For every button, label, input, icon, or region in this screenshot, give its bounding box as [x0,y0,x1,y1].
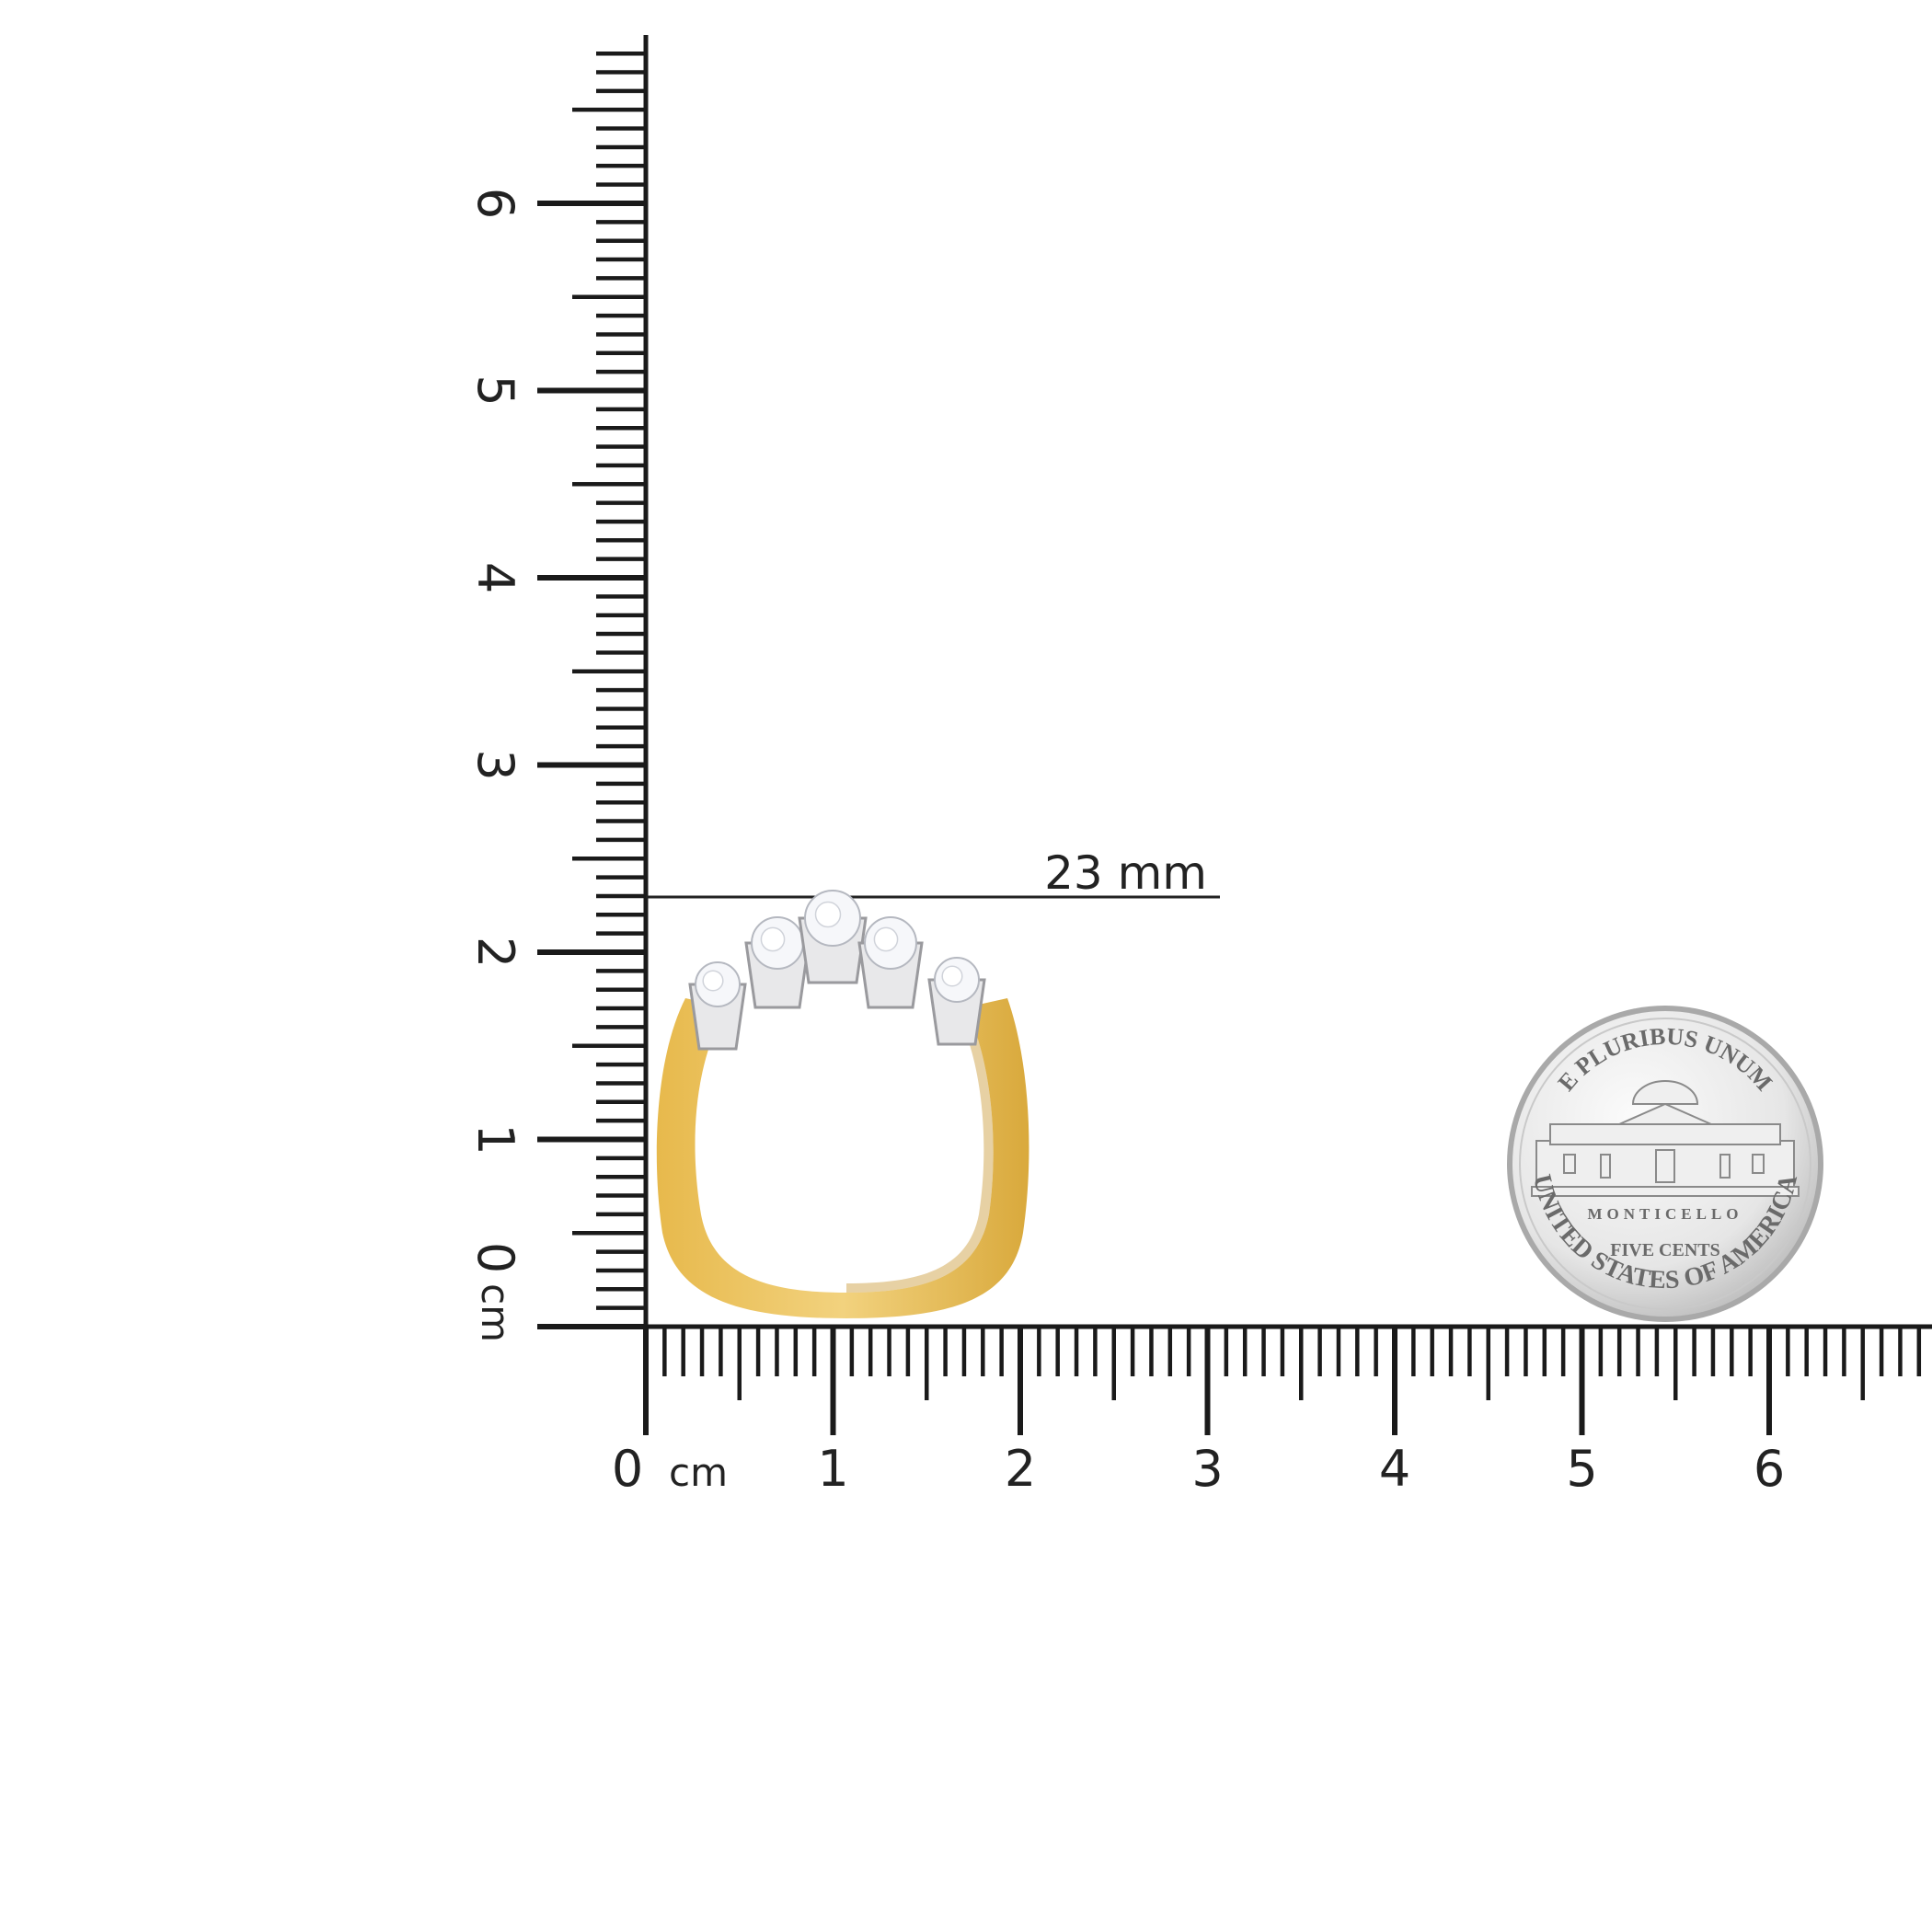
vertical-ruler-labels: 0 cm 1 2 3 4 5 6 [466,188,524,1342]
vertical-tick-label: 6 [466,188,524,219]
coin-building-text: MONTICELLO [1587,1205,1742,1223]
diamond-facet [702,970,724,992]
ring-band-shadow [846,1007,994,1293]
horizontal-tick-label: 5 [1566,1440,1597,1498]
ruler-ticks [537,51,1922,1435]
diamond-facet [873,926,899,952]
vertical-tick-label: 0 [466,1242,524,1273]
vertical-tick-label: 5 [466,374,524,406]
horizontal-tick-label: 4 [1379,1440,1410,1498]
diamond-facet [760,926,786,952]
horizontal-unit-label: cm [669,1450,728,1495]
monticello-building [1531,1080,1800,1197]
ring-band [656,998,1029,1318]
diamond-facet [941,965,963,987]
nickel-coin: E PLURIBUS UNUM MONTICELLO FIVE CENTS UN… [1507,1006,1823,1322]
horizontal-tick-label: 0 [612,1440,643,1498]
ring-image [656,890,1029,1318]
vertical-tick-label: 2 [466,937,524,968]
vertical-tick-label: 3 [466,749,524,780]
vertical-unit-label: cm [473,1283,518,1342]
vertical-tick-label: 1 [466,1123,524,1155]
horizontal-tick-label: 6 [1754,1440,1785,1498]
horizontal-tick-label: 3 [1191,1440,1223,1498]
vertical-tick-label: 4 [466,562,524,593]
horizontal-tick-label: 2 [1005,1440,1036,1498]
measurement-label: 23 mm [1044,846,1207,900]
coin-denomination: FIVE CENTS [1610,1240,1719,1260]
ring-setting [688,890,986,1051]
diamond-facet [814,901,842,928]
horizontal-tick-label: 1 [817,1440,848,1498]
horizontal-ruler-labels: 0 cm 1 2 3 4 5 6 [612,1440,1785,1498]
